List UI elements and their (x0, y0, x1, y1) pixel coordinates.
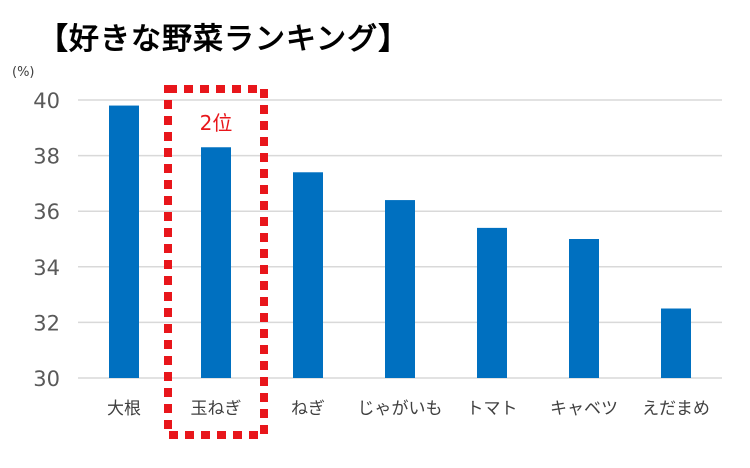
bar (201, 147, 231, 378)
x-category-label: トマト (467, 399, 518, 419)
x-category-label: 玉ねぎ (191, 399, 242, 419)
chart-title: 【好きな野菜ランキング】 (38, 22, 410, 57)
y-tick-label: 34 (33, 256, 60, 280)
y-axis-unit: (%) (12, 65, 35, 80)
bar (109, 105, 139, 378)
y-tick-label: 32 (33, 311, 60, 335)
bar (477, 227, 507, 378)
y-tick-label: 30 (33, 367, 60, 391)
x-category-label: えだまめ (642, 399, 710, 419)
bar (661, 308, 691, 378)
y-tick-label: 40 (33, 89, 60, 113)
bars (109, 105, 691, 378)
bar (569, 239, 599, 378)
rank-annotation: 2位 (200, 111, 233, 135)
highlight-box (164, 85, 268, 439)
y-tick-label: 36 (33, 200, 60, 224)
y-tick-label: 38 (33, 145, 60, 169)
bar (293, 172, 323, 378)
bar (385, 200, 415, 378)
x-category-label: 大根 (107, 399, 141, 419)
y-axis-ticks: 30 32 34 36 38 40 (33, 89, 60, 391)
x-category-label: じゃがいも (358, 399, 443, 419)
x-category-label: ねぎ (291, 399, 325, 419)
x-category-label: キャベツ (550, 399, 618, 419)
x-axis-labels: 大根 玉ねぎ ねぎ じゃがいも トマト キャベツ えだまめ (107, 399, 710, 419)
